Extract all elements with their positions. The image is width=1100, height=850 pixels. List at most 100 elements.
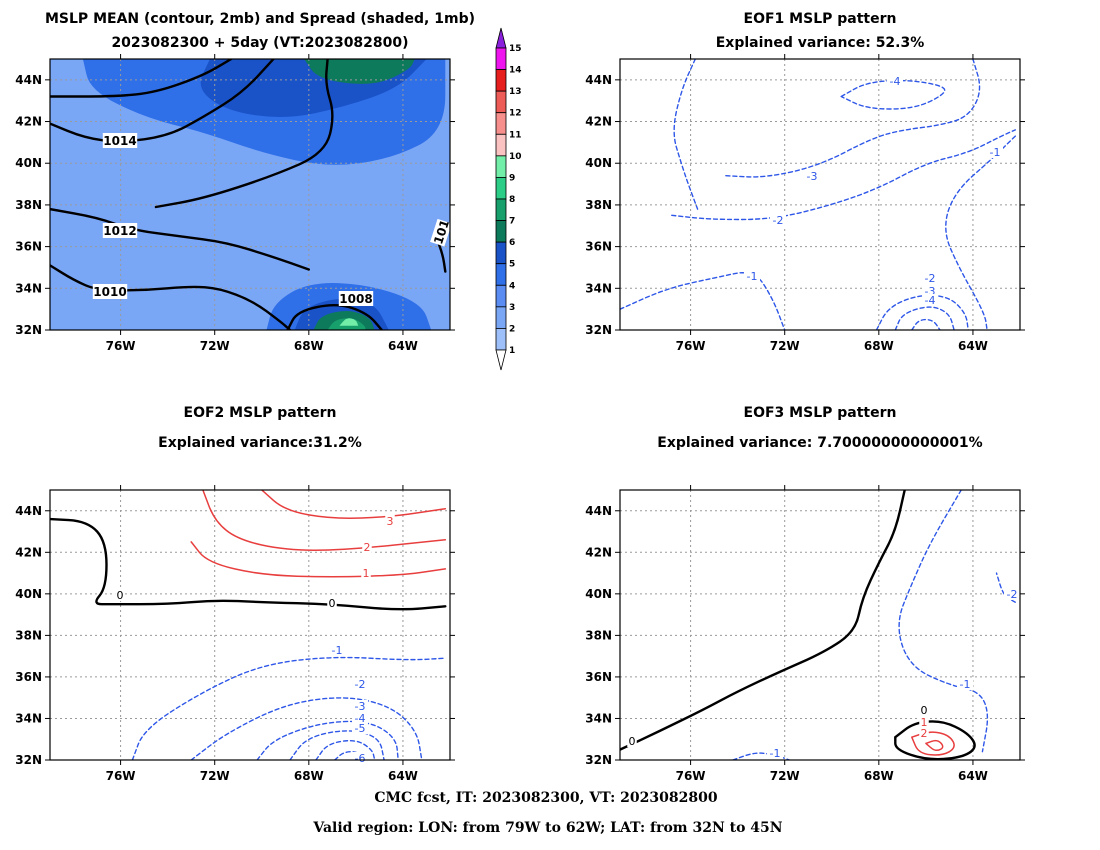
- colorbar-tick-9: 6: [509, 238, 515, 248]
- contour-label-1: 0: [921, 704, 928, 717]
- colorbar-swatch-11: [495, 284, 507, 308]
- contour-label-0: 3: [387, 515, 394, 528]
- contour-6: [925, 739, 944, 752]
- y-tick-label-0: 44N: [15, 504, 42, 518]
- y-tick-label-1: 42N: [585, 115, 612, 129]
- y-tick-label-5: 34N: [585, 281, 612, 295]
- contour-label-3: -1: [747, 270, 758, 283]
- contour-2: [50, 59, 275, 143]
- contour-8: [911, 318, 941, 330]
- contour-label-box-6: [919, 727, 929, 739]
- contour-label-box-9: [352, 722, 368, 734]
- x-tick-label-1: 72W: [200, 769, 230, 783]
- panel-subtitle: Explained variance: 7.70000000000001%: [657, 435, 982, 451]
- colorbar-tick-5: 10: [509, 152, 522, 162]
- contour-label-5: 1: [921, 716, 928, 729]
- x-tick-label-3: 64W: [388, 339, 418, 353]
- colorbar-tick-8: 7: [509, 217, 515, 227]
- colorbar-tick-4: 11: [509, 130, 522, 140]
- contour-label-box-7: [922, 294, 938, 306]
- colorbar-swatch-2: [495, 90, 507, 114]
- coastlines: [620, 59, 926, 301]
- axis-ticks: 76W 72W 68W 64W 44N 42N 40N 38N 36N 34N 32N: [585, 54, 1025, 353]
- contour-label-1: 1012: [102, 223, 138, 238]
- panel-eof2: EOF2 MSLP pattern Explained variance:31.…: [15, 405, 455, 783]
- contour-labels: 3 2 1 0 0 -1 -2 -3-4-5 -6: [115, 515, 395, 765]
- colorbar-swatch-3: [495, 112, 507, 135]
- y-tick-label-6: 32N: [15, 753, 42, 767]
- colorbar-max-arrow: [495, 27, 507, 49]
- y-tick-label-5: 34N: [585, 711, 612, 725]
- colorbar-swatch-0: [495, 47, 507, 70]
- map-frame: [49, 58, 451, 331]
- contour-label-box-2: [770, 214, 786, 226]
- panel-subtitle: 2023082300 + 5day (VT:2023082800): [111, 35, 408, 51]
- contour-label-box-1: [804, 170, 820, 182]
- y-tick-label-2: 40N: [585, 156, 612, 170]
- contour-label-box-1: [919, 704, 929, 716]
- y-tick-label-3: 38N: [15, 198, 42, 212]
- contour-label-3: -1: [770, 747, 781, 760]
- contour-4: [673, 59, 699, 210]
- x-tick-label-2: 68W: [864, 769, 894, 783]
- contour-label-0: 1014: [102, 133, 138, 148]
- y-tick-label-4: 36N: [15, 240, 42, 254]
- y-tick-label-1: 42N: [15, 545, 42, 559]
- contour-label-box-5: [329, 644, 345, 656]
- x-tick-label-3: 64W: [388, 769, 418, 783]
- panel-title: EOF1 MSLP pattern: [744, 11, 897, 27]
- contour-1: [725, 59, 981, 178]
- y-tick-label-5: 34N: [15, 711, 42, 725]
- contour-8: [315, 740, 376, 760]
- contour-label-4: -1: [990, 146, 1001, 159]
- y-tick-label-2: 40N: [15, 587, 42, 601]
- gridlines: [50, 490, 450, 760]
- contour-2: [190, 541, 447, 578]
- y-tick-label-3: 38N: [585, 628, 612, 642]
- contour-2: [898, 490, 989, 753]
- contour-label-text: 1008: [339, 292, 372, 306]
- contour-label-8: -4: [355, 712, 366, 725]
- footer-valid-region: Valid region: LON: from 79W to 62W; LAT:…: [312, 820, 782, 836]
- contour-2: [671, 129, 1016, 221]
- mslp-contours: [50, 59, 447, 330]
- contour-5: [190, 697, 423, 760]
- colorbar-tick-10: 5: [509, 260, 515, 270]
- y-tick-label-4: 36N: [585, 240, 612, 254]
- contour-labels: -4-3-2-1-1-2-3-4: [744, 75, 1003, 307]
- contour-label-5: -1: [332, 644, 343, 657]
- contour-5: [945, 135, 1016, 330]
- contour-label-box-3: [115, 589, 125, 601]
- colorbar-tick-2: 13: [509, 87, 522, 97]
- eof-contours: [50, 490, 447, 760]
- frame-border: [49, 58, 451, 331]
- contour-label-1: -3: [807, 170, 818, 183]
- contour-3: [50, 517, 447, 611]
- contour-label-0: -4: [890, 75, 901, 88]
- contour-label-box: [92, 284, 128, 299]
- coastlines: [620, 490, 926, 731]
- x-tick-label-0: 76W: [106, 769, 136, 783]
- contour-label-box-3: [744, 270, 760, 282]
- panel-mslp-mean-spread: MSLP MEAN (contour, 2mb) and Spread (sha…: [15, 11, 475, 353]
- contour-label-text: 1012: [103, 224, 136, 238]
- contour-0: [620, 490, 906, 751]
- colorbar-tick-7: 8: [509, 195, 515, 205]
- y-tick-label-3: 38N: [585, 198, 612, 212]
- contour-1: [154, 59, 334, 209]
- contour-label-6: -3: [925, 285, 936, 298]
- contour-label-4: 0: [329, 597, 336, 610]
- contour-label-3: 0: [117, 589, 124, 602]
- contour-label-10: -6: [355, 752, 366, 765]
- colorbar-tick-1: 14: [509, 66, 522, 76]
- contour-6: [256, 720, 399, 760]
- colorbar-tick-12: 3: [509, 303, 515, 313]
- contour-label-1: 2: [364, 541, 371, 554]
- x-tick-label-0: 76W: [676, 769, 706, 783]
- axis-ticks: 76W 72W 68W 64W 44N 42N 40N 38N 36N 34N 32N: [15, 485, 455, 783]
- x-tick-label-0: 76W: [676, 339, 706, 353]
- colorbar-tick-11: 4: [509, 281, 515, 291]
- colorbar-swatch-6: [495, 177, 507, 200]
- x-tick-label-2: 68W: [864, 339, 894, 353]
